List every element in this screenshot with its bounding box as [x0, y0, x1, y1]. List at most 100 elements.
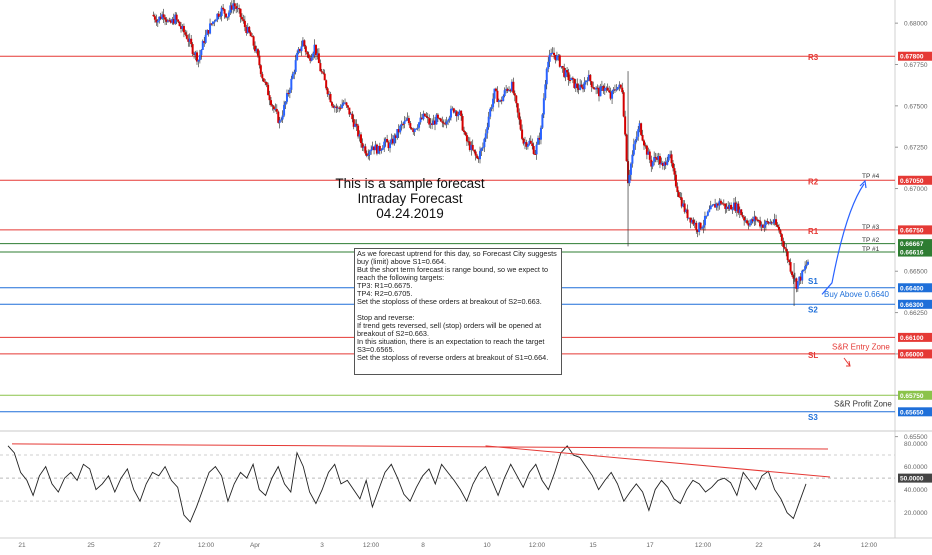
level-label-r1: R1: [808, 227, 819, 236]
candle-body: [434, 120, 437, 125]
candle-body: [789, 262, 792, 272]
candle-body: [490, 107, 493, 109]
candle-body: [779, 230, 782, 235]
candle-body: [770, 222, 773, 224]
candle-body: [479, 151, 481, 160]
title-line-2: Intraday Forecast: [357, 191, 463, 206]
candle-body: [786, 251, 789, 261]
candle-body: [394, 135, 397, 138]
price-tag-label: 0.65750: [900, 393, 924, 400]
candle-body: [574, 83, 577, 88]
candle-body: [564, 70, 567, 77]
candle-body: [344, 102, 347, 104]
candle-body: [722, 203, 725, 205]
candle-body: [551, 52, 554, 54]
candle-body: [740, 209, 743, 216]
candle-body: [307, 54, 310, 59]
candle-body: [737, 203, 740, 213]
oscillator-trendline: [11, 443, 829, 450]
price-tag-badge: [898, 247, 932, 257]
candle-body: [553, 52, 556, 55]
candle-body: [319, 63, 322, 72]
candle-body: [283, 104, 286, 116]
candle-body: [256, 49, 259, 56]
candle-body: [235, 6, 238, 10]
candle-body: [410, 128, 413, 130]
candle-body: [544, 84, 547, 99]
candle-body: [464, 132, 467, 136]
candle-body: [537, 137, 540, 145]
level-label-r2: R2: [808, 177, 819, 186]
candle-body: [258, 55, 261, 66]
candle-body: [571, 77, 574, 79]
time-axis: 21 25 27 12:00 Apr 3 12:00 8 10 12:00 15 17 12:00 22 2…: [18, 542, 877, 549]
price-tag-badge: [898, 175, 932, 185]
candle-body: [593, 88, 596, 90]
candle-body: [611, 90, 614, 99]
candle-body: [676, 186, 679, 193]
buy-above-label: Buy Above 0.6640: [824, 290, 889, 299]
candle-body: [346, 105, 349, 108]
candle-body: [338, 107, 341, 109]
candle-body: [262, 78, 265, 82]
candle-body: [679, 197, 682, 199]
candle-body: [313, 44, 316, 54]
candle-body: [323, 73, 326, 81]
oscillator-tick-label: 40.0000: [904, 487, 928, 494]
candle-body: [242, 19, 245, 21]
target-label: TP #1: [862, 246, 880, 253]
candle-body: [391, 138, 394, 144]
candle-body: [294, 60, 297, 72]
candle-body: [497, 100, 500, 102]
candle-body: [164, 17, 167, 20]
time-tick-label: Apr: [250, 542, 261, 549]
candle-body: [613, 89, 616, 91]
forecast-note: As we forecast uptrend for this day, so …: [354, 248, 562, 375]
candle-body: [496, 90, 499, 102]
candle-body: [714, 204, 717, 208]
candle-body: [367, 155, 370, 157]
candle-body: [265, 82, 268, 85]
candle-body: [428, 118, 431, 125]
candle-body: [651, 161, 654, 167]
candle-body: [802, 269, 805, 271]
candle-body: [706, 211, 709, 216]
candle-body: [365, 153, 368, 156]
candle-body: [384, 138, 387, 142]
arrow-down-icon: [843, 357, 851, 367]
candle-body: [481, 147, 484, 149]
candle-body: [306, 52, 309, 55]
candle-body: [300, 46, 303, 52]
level-label-s2: S2: [808, 305, 818, 314]
candle-body: [194, 52, 197, 55]
candle-body: [227, 12, 230, 17]
candle-body: [587, 74, 590, 81]
candle-body: [232, 3, 235, 10]
candle-body: [641, 134, 644, 141]
price-tag-badge: [898, 349, 932, 359]
candle-body: [332, 105, 335, 108]
level-label-s1: S1: [808, 277, 818, 286]
candle-body: [207, 30, 210, 34]
candle-body: [315, 44, 317, 56]
candle-body: [804, 266, 807, 270]
candle-body: [788, 260, 791, 263]
candle-body: [358, 134, 361, 137]
time-tick-label: 21: [18, 542, 26, 549]
candle-body: [750, 219, 753, 224]
candle-body: [291, 73, 294, 79]
candle-body: [480, 148, 483, 152]
candle-body: [271, 105, 274, 107]
candle-body: [725, 206, 728, 209]
candle-body: [503, 90, 506, 97]
candle-body: [666, 160, 669, 165]
targets: TP #4 TP #3 TP #2 TP #1: [821, 173, 880, 295]
time-tick-label: 27: [153, 542, 161, 549]
candle-body: [582, 87, 585, 90]
candle-body: [550, 53, 553, 55]
candle-body: [712, 204, 715, 206]
candle-body: [756, 219, 759, 221]
candle-body: [246, 26, 249, 34]
candle-body: [701, 227, 704, 229]
candle-body: [200, 49, 203, 55]
